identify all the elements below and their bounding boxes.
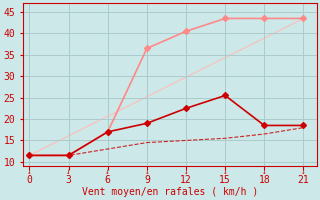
Text: ↓: ↓	[223, 167, 228, 176]
Text: ↓: ↓	[301, 167, 306, 176]
Text: ↓: ↓	[105, 167, 110, 176]
Text: ↓: ↓	[145, 167, 149, 176]
Text: ↓: ↓	[262, 167, 267, 176]
Text: ↓: ↓	[27, 167, 32, 176]
Text: ↓: ↓	[66, 167, 71, 176]
X-axis label: Vent moyen/en rafales ( km/h ): Vent moyen/en rafales ( km/h )	[82, 187, 258, 197]
Text: ↓: ↓	[184, 167, 188, 176]
